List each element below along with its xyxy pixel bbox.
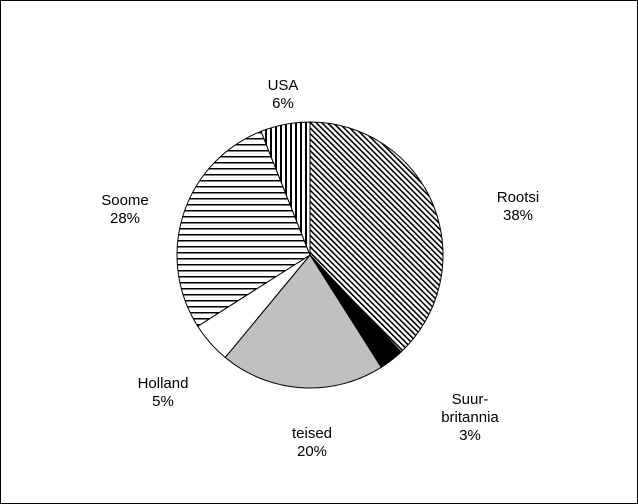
value-label: 6% bbox=[272, 95, 294, 112]
value-label: 5% bbox=[152, 393, 174, 410]
value-label: 38% bbox=[503, 207, 533, 224]
label-line: teised bbox=[292, 425, 332, 442]
value-label: 28% bbox=[110, 210, 140, 227]
category-label: teised bbox=[292, 425, 332, 442]
label-line: Holland bbox=[138, 375, 189, 392]
label-line: britannia bbox=[441, 409, 499, 426]
pie-slice bbox=[260, 121, 311, 256]
label-line: USA bbox=[268, 77, 299, 94]
category-label: Soome bbox=[101, 192, 149, 209]
label-line: Suur- bbox=[452, 391, 489, 408]
pie-slice bbox=[224, 254, 382, 389]
category-label: Suur-britannia bbox=[441, 391, 499, 426]
value-label: 3% bbox=[459, 427, 481, 444]
label-line: Rootsi bbox=[497, 189, 540, 206]
value-label: 20% bbox=[297, 443, 327, 460]
category-label: USA bbox=[268, 77, 299, 94]
pie-slice bbox=[176, 130, 311, 327]
label-line: Soome bbox=[101, 192, 149, 209]
pie-slice bbox=[309, 121, 444, 353]
category-label: Holland bbox=[138, 375, 189, 392]
category-label: Rootsi bbox=[497, 189, 540, 206]
